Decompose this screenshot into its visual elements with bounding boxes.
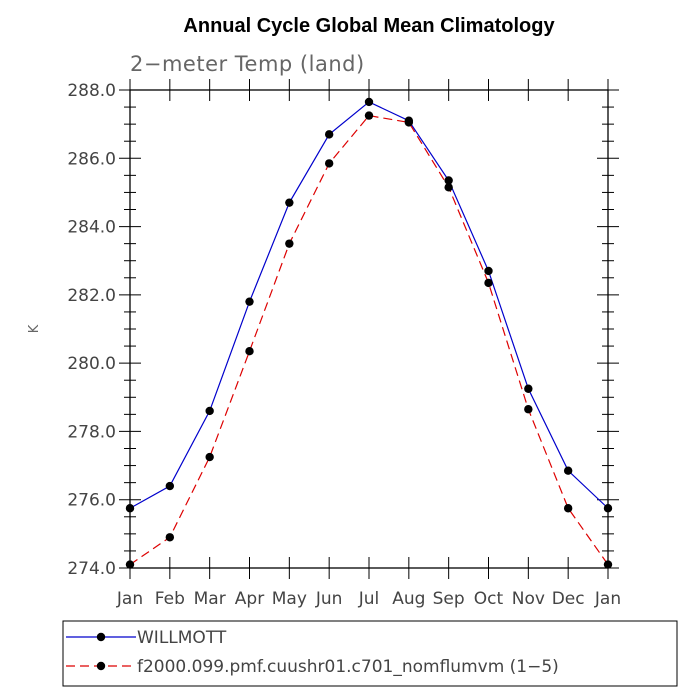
- y-tick-label: 274.0: [67, 559, 116, 579]
- y-tick-label: 280.0: [67, 354, 116, 374]
- x-tick-label: Mar: [194, 589, 226, 609]
- series-1-point: [524, 384, 533, 393]
- x-tick-label: Dec: [552, 589, 585, 609]
- series-2-point: [324, 159, 334, 168]
- series-2-point: [524, 405, 533, 414]
- series-1-point: [165, 481, 175, 491]
- legend-label-1: WILLMOTT: [137, 628, 227, 648]
- series-2-point: [245, 346, 254, 356]
- y-tick-label: 286.0: [67, 149, 116, 169]
- x-tick-label: Jun: [315, 589, 343, 609]
- series-2-point: [444, 183, 453, 192]
- x-tick-label: Sep: [433, 589, 465, 609]
- series-1-point: [245, 297, 254, 306]
- ticks-layer: 274.0 276.0 278.0 280.0 282.0 284.0 286.0 288.0…: [67, 79, 621, 609]
- series-1-point: [364, 97, 374, 107]
- series-1-point: [324, 130, 334, 139]
- legend-marker-2: [96, 661, 106, 671]
- x-tick-label: Nov: [512, 589, 545, 609]
- chart-title: Annual Cycle Global Mean Climatology: [183, 15, 555, 37]
- x-tick-label: Feb: [155, 589, 185, 609]
- series-1-point: [484, 266, 493, 276]
- y-tick-label: 284.0: [67, 218, 116, 238]
- series-layer: [125, 97, 613, 569]
- series-2-point: [484, 278, 493, 288]
- y-axis-label: K: [27, 324, 42, 333]
- series-2-point: [165, 533, 175, 542]
- y-tick-label: 282.0: [67, 286, 116, 306]
- series-1-point: [285, 198, 294, 207]
- legend: WILLMOTT f2000.099.pmf.cuushr01.c701_nomf…: [62, 620, 678, 687]
- y-tick-label: 288.0: [67, 81, 116, 101]
- legend-label-2: f2000.099.pmf.cuushr01.c701_nomflumvm (1…: [137, 657, 559, 677]
- series-line-1: [129, 101, 609, 509]
- legend-marker-1: [96, 632, 106, 642]
- y-tick-label: 276.0: [67, 491, 116, 511]
- series-1-point: [444, 176, 453, 185]
- series-2-point: [563, 504, 573, 513]
- x-tick-label: May: [272, 589, 307, 609]
- x-tick-label: Aug: [392, 589, 425, 609]
- x-tick-label: Jan: [594, 589, 621, 609]
- series-line-2: [129, 114, 609, 566]
- x-tick-label: Jan: [116, 589, 143, 609]
- series-1-point: [205, 406, 214, 416]
- series-2-point: [404, 118, 414, 127]
- y-tick-label: 278.0: [67, 422, 116, 442]
- chart-subtitle: 2−meter Temp (land): [130, 52, 365, 76]
- series-2-point: [205, 452, 214, 462]
- series-2-point: [285, 239, 294, 248]
- legend-items: WILLMOTT f2000.099.pmf.cuushr01.c701_nomf…: [66, 628, 559, 677]
- x-tick-label: Apr: [235, 589, 264, 609]
- x-tick-label: Oct: [474, 589, 504, 609]
- series-1-point: [563, 466, 573, 475]
- series-2-point: [364, 111, 374, 120]
- legend-box: [62, 620, 678, 687]
- x-tick-label: Jul: [358, 589, 380, 609]
- plot-frame: [129, 89, 609, 569]
